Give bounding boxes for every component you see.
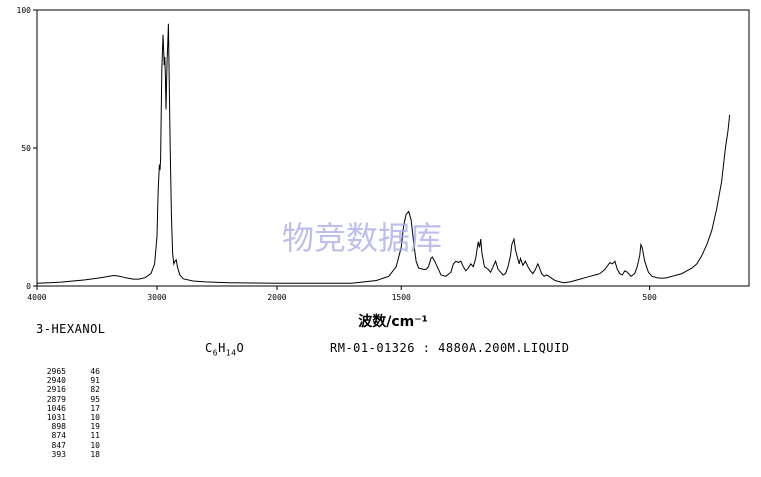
peak-wavenumber: 2965: [46, 367, 66, 376]
peak-intensity: 10: [90, 440, 100, 450]
peak-row: 898 19: [36, 422, 100, 431]
y-axis-ticks: 0 50 100: [17, 6, 37, 291]
peak-wavenumber: 1031: [46, 413, 66, 423]
peak-wavenumber: 2940: [46, 376, 66, 386]
peak-intensity: 19: [90, 422, 100, 432]
peak-wavenumber: 898: [51, 422, 66, 432]
peak-row: 847 10: [36, 441, 100, 450]
peak-row: 874 11: [36, 431, 100, 440]
record-info: RM-01-01326 : 4880A.200M.LIQUID: [330, 341, 570, 355]
peak-intensity: 11: [90, 431, 100, 441]
peak-intensity: 95: [90, 394, 100, 404]
molecular-formula: C6H14O: [205, 341, 244, 357]
peak-wavenumber: 847: [51, 440, 66, 450]
peak-intensity: 82: [90, 385, 100, 395]
peak-wavenumber: 2916: [46, 385, 66, 395]
peak-intensity: 10: [90, 413, 100, 423]
peak-row: 2916 82: [36, 385, 100, 394]
peak-row: 393 18: [36, 450, 100, 459]
compound-name: 3-HEXANOL: [36, 322, 106, 336]
x-tick-label: 4000: [27, 293, 46, 302]
x-tick-label: 2000: [267, 293, 286, 302]
y-tick-label: 50: [21, 144, 31, 153]
spectrum-series-line: [36, 23, 731, 284]
peak-intensity: 17: [90, 403, 100, 413]
peak-table: 2965 46 2940 91 2916 82 2879 95 1046 17 1031 10 898 1…: [36, 367, 100, 459]
peak-row: 1046 17: [36, 404, 100, 413]
peak-row: 2965 46: [36, 367, 100, 376]
x-axis-ticks: 4000 3000 2000 1500 500: [27, 286, 657, 302]
peak-intensity: 18: [90, 449, 100, 459]
spectrum-chart: 4000 3000 2000 1500 500 0 50 100 物竞数据库 波数/cm⁻¹: [17, 6, 750, 330]
formula-h: H: [218, 341, 226, 355]
x-tick-label: 500: [642, 293, 657, 302]
peak-wavenumber: 393: [51, 449, 66, 459]
peak-wavenumber: 2879: [46, 394, 66, 404]
peak-wavenumber: 874: [51, 431, 66, 441]
watermark: 物竞数据库: [282, 219, 442, 257]
x-tick-label: 3000: [147, 293, 166, 302]
formula-c-count: 6: [212, 348, 219, 358]
peak-wavenumber: 1046: [46, 403, 66, 413]
peak-intensity: 46: [90, 367, 100, 376]
formula-h-count: 14: [225, 348, 237, 358]
peak-row: 2940 91: [36, 376, 100, 385]
x-axis-title: 波数/cm⁻¹: [358, 313, 428, 330]
x-tick-label: 1500: [392, 293, 411, 302]
y-tick-label: 100: [17, 6, 32, 15]
formula-o: O: [236, 341, 245, 355]
peak-row: 2879 95: [36, 395, 100, 404]
formula-c: C: [205, 341, 213, 355]
peak-row: 1031 10: [36, 413, 100, 422]
y-tick-label: 0: [26, 282, 31, 291]
peak-intensity: 91: [90, 376, 100, 386]
